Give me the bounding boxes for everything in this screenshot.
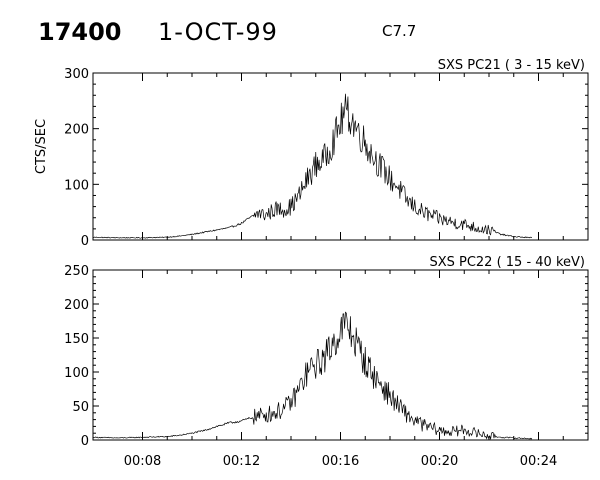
y-axis-label: CTS/SEC [34, 119, 49, 174]
y-tick-label: 0 [81, 234, 89, 249]
x-tick-label: 00:24 [520, 454, 557, 469]
y-tick-label: 250 [64, 264, 89, 279]
y-tick-label: 50 [72, 400, 89, 415]
y-tick-label: 100 [64, 178, 89, 193]
x-tick-label: 00:20 [421, 454, 458, 469]
chart-panel-1: 0 100 200 300 SXS PC21 ( 3 - 15 keV) CTS/SEC [34, 58, 589, 249]
y-tick-label: 200 [64, 123, 89, 138]
y-tick-label: 100 [64, 366, 89, 381]
flare-class: C7.7 [382, 22, 417, 40]
plot-frame [92, 72, 589, 241]
chart-panel-2: 0 50 100 150 200 250 00:08 00:12 00:16 00:20 00:24… [64, 255, 589, 469]
y-tick-label: 150 [64, 332, 89, 347]
x-tick-label: 00:16 [322, 454, 359, 469]
y-tick-label: 0 [81, 434, 89, 449]
plot-frame [92, 269, 589, 441]
y-tick-label: 300 [64, 67, 89, 82]
y-tick-label: 200 [64, 298, 89, 313]
x-tick-label: 00:12 [223, 454, 260, 469]
panel-title: SXS PC21 ( 3 - 15 keV) [438, 58, 585, 73]
event-id: 17400 [38, 18, 122, 46]
series-line-1 [92, 93, 533, 239]
x-tick-label: 00:08 [124, 454, 161, 469]
observation-date: 1-OCT-99 [158, 18, 278, 46]
panel-title: SXS PC22 ( 15 - 40 keV) [429, 255, 585, 270]
series-line-2 [92, 311, 533, 440]
